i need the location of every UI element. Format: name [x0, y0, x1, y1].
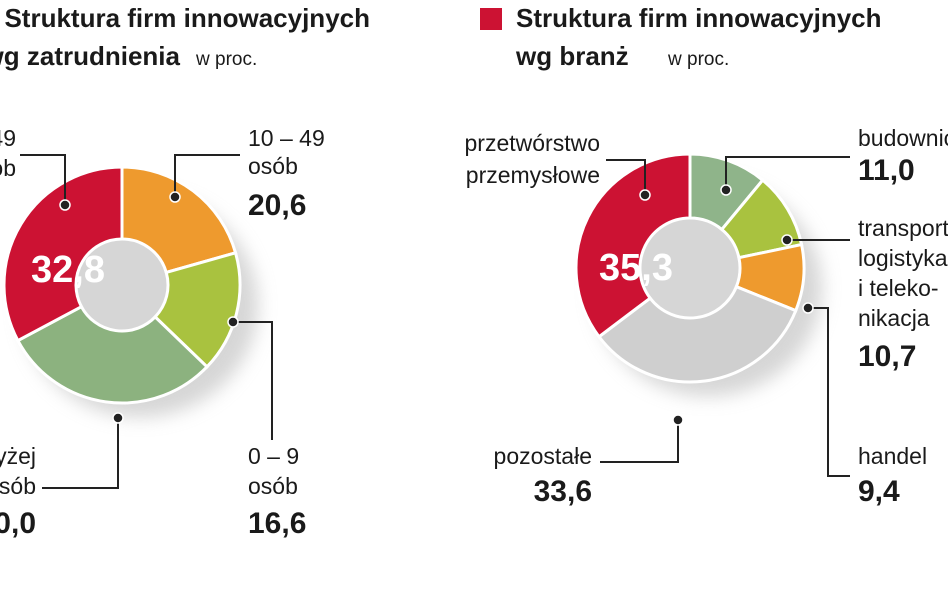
- unit-note: w proc.: [667, 49, 729, 70]
- category-label: przetwórstwo: [465, 130, 600, 156]
- leader-line: [606, 159, 646, 195]
- donut-slice: [153, 250, 242, 369]
- leader-line: [725, 156, 850, 190]
- value-label: 9,4: [858, 475, 900, 508]
- chart-title: Struktura firm innowacyjnych: [516, 3, 882, 33]
- value-label: 16,6: [248, 507, 306, 540]
- leader-dot: [169, 191, 181, 203]
- category-label: 10 – 49: [248, 125, 325, 151]
- category-label: 50 – 249: [0, 125, 16, 151]
- donut-slice: [15, 304, 210, 405]
- category-label: budownictwo: [858, 125, 948, 151]
- category-label: powyżej: [0, 443, 36, 469]
- value-label: 20,6: [248, 189, 306, 222]
- leader-dot: [639, 189, 651, 201]
- leader-line: [600, 420, 679, 463]
- value-label: 11,0: [858, 154, 915, 187]
- leader-line: [42, 418, 119, 489]
- category-label: nikacja: [858, 305, 930, 331]
- leader-dot: [227, 316, 239, 328]
- leader-dot: [720, 184, 732, 196]
- leader-dot: [112, 412, 124, 424]
- title-marker: [480, 8, 502, 30]
- category-label: osób: [0, 155, 16, 181]
- donut-slice: [2, 165, 124, 343]
- category-label: 0 – 9: [248, 443, 299, 469]
- value-label: 10,7: [858, 340, 916, 373]
- leader-line: [20, 154, 66, 205]
- leader-dot: [781, 234, 793, 246]
- leader-dot: [59, 199, 71, 211]
- value-label: 35,3: [599, 247, 673, 289]
- donut-slice: [120, 165, 238, 275]
- chart-title: wg branż: [515, 41, 629, 71]
- category-label: osób: [248, 153, 298, 179]
- category-label: przemysłowe: [466, 162, 600, 188]
- category-label: i teleko-: [858, 275, 939, 301]
- value-label: 32,8: [31, 249, 105, 291]
- value-label: 30,0: [0, 507, 36, 540]
- unit-note: w proc.: [195, 49, 257, 70]
- leader-line: [808, 307, 850, 477]
- leader-line: [233, 321, 273, 440]
- leader-dot: [802, 302, 814, 314]
- category-label: osób: [0, 473, 36, 499]
- category-label: osób: [248, 473, 298, 499]
- category-label: handel: [858, 443, 927, 469]
- category-label: logistyka: [858, 245, 948, 271]
- category-label: transport,: [858, 215, 948, 241]
- value-label: 33,6: [534, 475, 592, 508]
- leader-line: [174, 154, 240, 197]
- chart-title: Struktura firm innowacyjnych: [4, 3, 370, 33]
- donut-slice: [574, 152, 692, 339]
- category-label: pozostałe: [494, 443, 592, 469]
- donut-slice: [596, 284, 798, 384]
- leader-dot: [672, 414, 684, 426]
- chart-title: wg zatrudnienia: [0, 41, 181, 71]
